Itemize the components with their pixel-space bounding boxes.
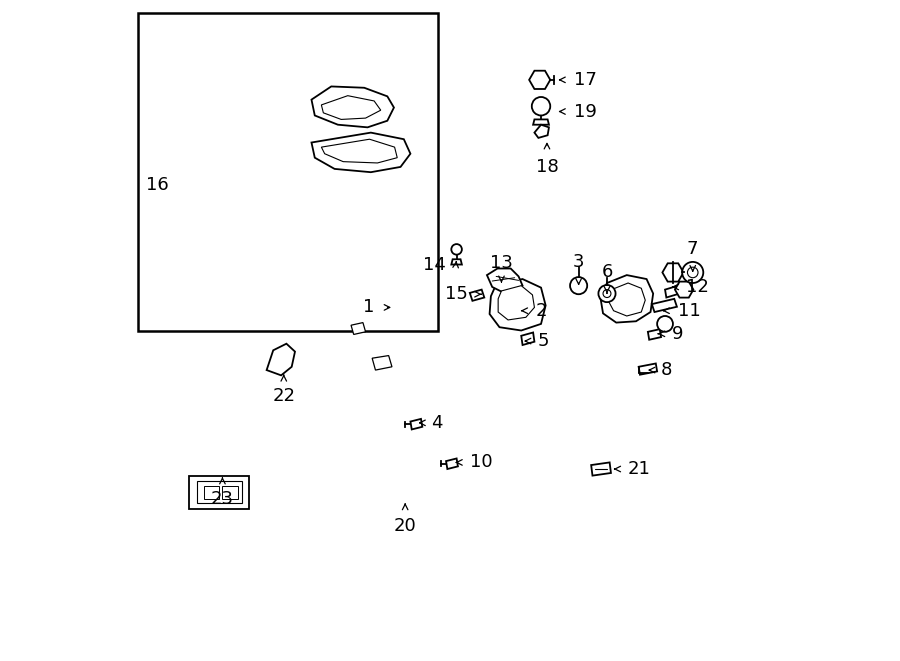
Circle shape [451, 244, 462, 254]
Text: 6: 6 [601, 263, 613, 281]
Polygon shape [321, 139, 397, 163]
Text: 23: 23 [211, 490, 234, 508]
Circle shape [532, 97, 550, 116]
Polygon shape [373, 356, 392, 370]
Polygon shape [487, 268, 523, 292]
Circle shape [682, 262, 703, 283]
Polygon shape [529, 71, 550, 89]
Polygon shape [189, 476, 249, 508]
Polygon shape [665, 286, 680, 297]
Polygon shape [533, 120, 549, 125]
Polygon shape [499, 286, 535, 320]
Polygon shape [446, 459, 458, 469]
Polygon shape [600, 275, 653, 323]
Polygon shape [662, 263, 683, 282]
Text: 19: 19 [574, 102, 597, 120]
Text: 21: 21 [628, 460, 651, 478]
Polygon shape [535, 125, 549, 138]
Polygon shape [652, 299, 677, 312]
Bar [138, 13, 438, 330]
Text: 12: 12 [686, 278, 709, 296]
Polygon shape [591, 463, 611, 476]
Circle shape [657, 316, 673, 332]
Polygon shape [521, 332, 535, 345]
Polygon shape [222, 486, 238, 498]
Circle shape [688, 267, 698, 278]
Polygon shape [321, 96, 381, 120]
Text: 4: 4 [431, 414, 443, 432]
Text: 10: 10 [470, 453, 492, 471]
Text: 8: 8 [662, 361, 672, 379]
Text: 15: 15 [445, 285, 468, 303]
Polygon shape [410, 419, 422, 430]
Polygon shape [639, 364, 657, 375]
Text: 13: 13 [490, 254, 513, 272]
Text: 22: 22 [273, 387, 295, 405]
Text: 3: 3 [573, 253, 584, 271]
Circle shape [603, 290, 611, 297]
Text: 1: 1 [363, 298, 374, 317]
Polygon shape [648, 329, 662, 340]
Polygon shape [608, 283, 645, 316]
Polygon shape [311, 133, 410, 173]
Polygon shape [675, 282, 693, 297]
Polygon shape [490, 279, 545, 330]
Circle shape [598, 285, 616, 302]
Text: 9: 9 [671, 325, 683, 343]
Text: 11: 11 [678, 301, 700, 320]
Text: 17: 17 [574, 71, 597, 89]
Polygon shape [311, 87, 394, 128]
Text: 2: 2 [536, 301, 547, 320]
Polygon shape [451, 259, 462, 264]
Polygon shape [470, 290, 484, 301]
Text: 20: 20 [394, 516, 417, 535]
Text: 14: 14 [422, 256, 446, 274]
Polygon shape [266, 344, 295, 375]
Text: 7: 7 [687, 240, 698, 258]
Polygon shape [204, 486, 219, 498]
Circle shape [570, 277, 587, 294]
Text: 18: 18 [536, 158, 558, 176]
Text: 5: 5 [537, 332, 549, 350]
Text: 16: 16 [147, 176, 169, 194]
Polygon shape [197, 481, 241, 503]
Polygon shape [351, 323, 365, 334]
